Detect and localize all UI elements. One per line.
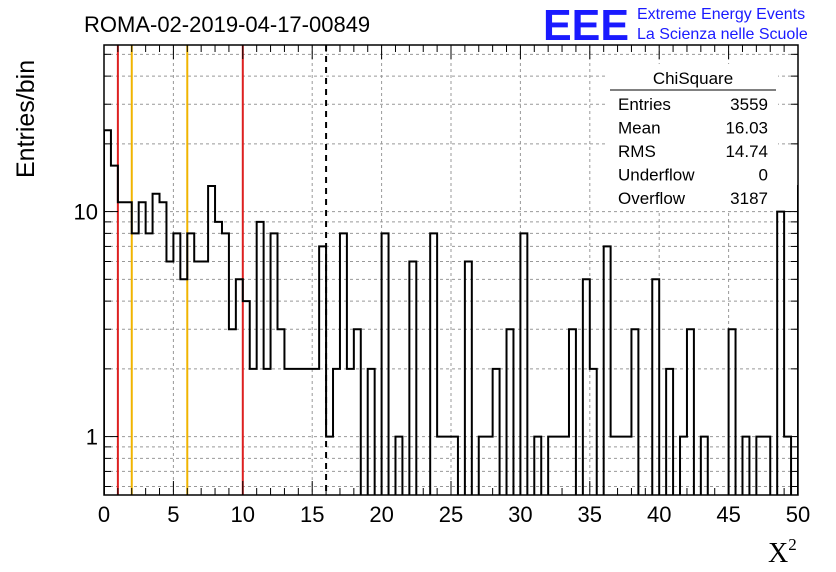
x-tick-label: 50 <box>786 502 810 527</box>
logo-mark: EEE <box>543 1 629 50</box>
x-tick-label: 35 <box>578 502 602 527</box>
x-tick-label: 5 <box>167 502 179 527</box>
stats-value: 0 <box>759 166 768 185</box>
x-tick-label: 15 <box>300 502 324 527</box>
y-axis-label: Entries/bin <box>12 60 40 178</box>
marker-lines <box>116 45 328 495</box>
x-tick-labels: 0 5 10 15 20 25 30 35 40 45 50 <box>98 502 810 527</box>
logo-line-1: Extreme Energy Events <box>637 6 805 23</box>
stats-box: ChiSquare Entries 3559 Mean 16.03 RMS 14.74 Un… <box>608 64 778 210</box>
y-tick-label: 10 <box>74 200 98 225</box>
stats-label: Mean <box>618 119 661 138</box>
logo-line-2: La Scienza nelle Scuole <box>637 26 808 43</box>
x-tick-label: 10 <box>231 502 255 527</box>
axis-ticks <box>103 45 799 495</box>
stats-label: RMS <box>618 142 656 161</box>
grid <box>104 45 798 495</box>
x-tick-label: 25 <box>439 502 463 527</box>
stats-title: ChiSquare <box>653 69 733 88</box>
x-tick-label: 40 <box>647 502 671 527</box>
x-tick-label: 20 <box>369 502 393 527</box>
stats-value: 14.74 <box>725 142 768 161</box>
y-tick-labels: 1 10 <box>74 200 98 450</box>
eee-logo: EEE Extreme Energy Events La Scienza nel… <box>543 1 808 50</box>
x-tick-label: 45 <box>716 502 740 527</box>
stats-value: 3187 <box>730 189 768 208</box>
chart-title: ROMA-02-2019-04-17-00849 <box>84 12 370 37</box>
stats-value: 16.03 <box>725 119 768 138</box>
stats-label: Underflow <box>618 166 695 185</box>
stats-label: Entries <box>618 95 671 114</box>
stats-label: Overflow <box>618 189 686 208</box>
y-tick-label: 1 <box>86 425 98 450</box>
x-tick-label: 0 <box>98 502 110 527</box>
x-tick-label: 30 <box>508 502 532 527</box>
x-axis-label: X2 <box>768 535 797 569</box>
histogram-line <box>104 129 798 495</box>
stats-value: 3559 <box>730 95 768 114</box>
